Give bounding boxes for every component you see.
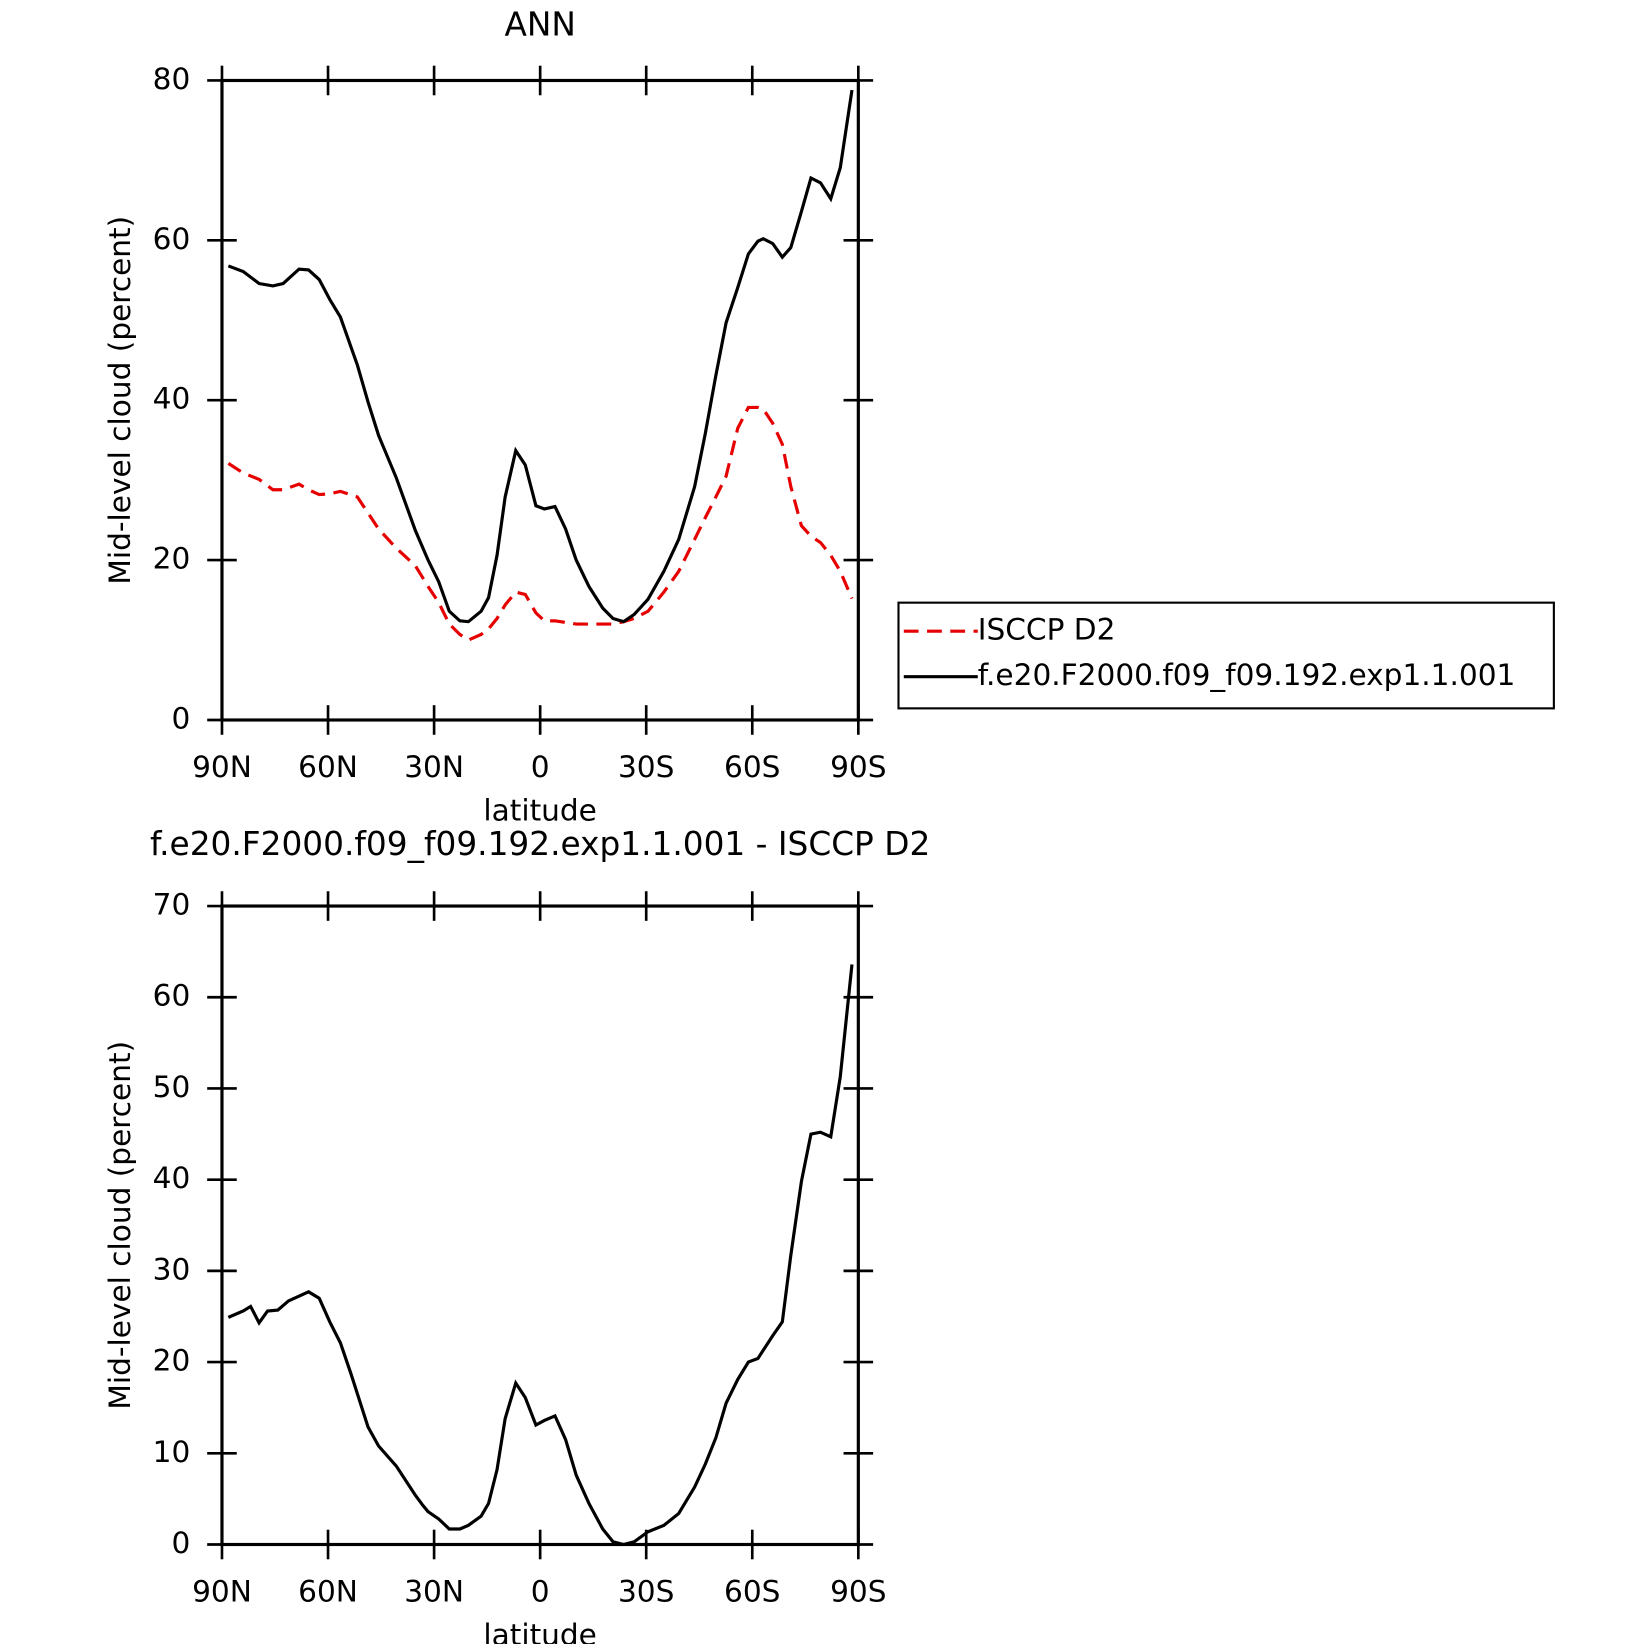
x-tick-label: 0 [531,750,550,784]
plot-frame [220,904,860,1547]
x-tick-label: 0 [531,1575,550,1609]
y-axis-label: Mid-level cloud (percent) [103,1041,137,1410]
series-line [227,964,854,1547]
y-tick-label: 10 [153,1435,191,1469]
x-tick-label: 30N [404,750,464,784]
chart-title: ANN [504,6,575,44]
y-tick-label: 50 [153,1070,191,1104]
y-tick-label: 0 [171,701,190,735]
y-tick-label: 40 [153,382,191,416]
x-tick-label: 90N [192,1575,252,1609]
x-tick-label: 60N [298,750,358,784]
x-tick-label: 30N [404,1575,464,1609]
y-tick-label: 0 [171,1526,190,1560]
y-tick-label: 60 [153,222,191,256]
y-tick-label: 20 [153,1344,191,1378]
x-tick-label: 30S [618,750,674,784]
y-tick-label: 30 [153,1252,191,1286]
y-tick-label: 40 [153,1161,191,1195]
x-tick-label: 30S [618,1575,674,1609]
x-tick-label: 60S [724,750,780,784]
y-tick-label: 70 [153,888,191,922]
y-tick-label: 80 [153,62,191,96]
series-line [227,405,854,642]
legend-label: ISCCP D2 [978,613,1116,647]
y-axis-label: Mid-level cloud (percent) [103,216,137,585]
x-tick-label: 60S [724,1575,780,1609]
x-axis-label: latitude [483,793,596,827]
x-tick-label: 90N [192,750,252,784]
x-axis-label: latitude [483,1618,596,1644]
x-tick-label: 60N [298,1575,358,1609]
legend-label: f.e20.F2000.f09_f09.192.exp1.1.001 [978,658,1516,692]
chart-title: f.e20.F2000.f09_f09.192.exp1.1.001 - ISC… [150,825,930,863]
x-tick-label: 90S [830,1575,886,1609]
y-tick-label: 20 [153,542,191,576]
legend-box [897,601,1555,710]
y-tick-label: 60 [153,979,191,1013]
plot-frame [220,78,860,722]
x-tick-label: 90S [830,750,886,784]
series-line [227,89,854,624]
